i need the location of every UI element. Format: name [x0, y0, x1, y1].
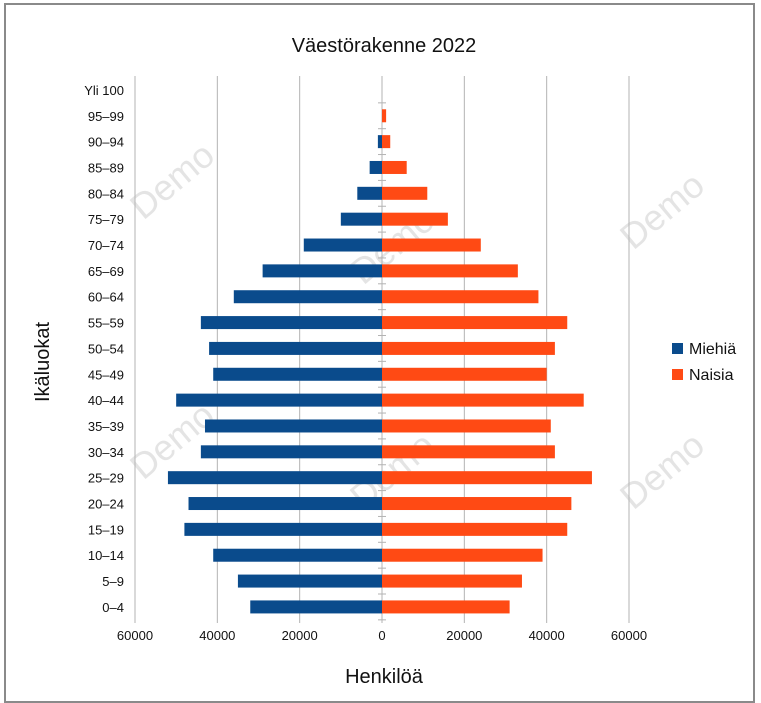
bar-miehia: [233, 290, 382, 304]
watermark-text: Demo: [612, 424, 712, 517]
bar-miehia: [340, 212, 382, 226]
bar-miehia: [184, 522, 382, 536]
bar-miehia: [188, 497, 382, 511]
bar-miehia: [200, 316, 382, 330]
x-tick-label: 60000: [611, 628, 647, 643]
bar-naisia: [382, 109, 387, 123]
y-tick-label: 35–39: [88, 419, 124, 434]
bar-miehia: [204, 419, 382, 433]
y-tick-label: 70–74: [88, 238, 124, 253]
y-tick-label: 20–24: [88, 497, 124, 512]
bar-naisia: [382, 393, 584, 407]
x-axis-title: Henkilöä: [345, 666, 424, 688]
bar-naisia: [382, 600, 510, 614]
bar-naisia: [382, 290, 539, 304]
bar-miehia: [209, 341, 382, 355]
bar-miehia: [357, 186, 382, 200]
x-tick-label: 20000: [446, 628, 482, 643]
chart-title: Väestörakenne 2022: [292, 35, 477, 57]
y-tick-label: 50–54: [88, 341, 124, 356]
y-axis-title: Ikäluokat: [32, 322, 54, 402]
bar-naisia: [382, 341, 555, 355]
bar-miehia: [213, 548, 382, 562]
y-tick-label: 90–94: [88, 135, 124, 150]
bar-naisia: [382, 212, 448, 226]
bar-naisia: [382, 419, 551, 433]
bar-miehia: [250, 600, 382, 614]
bar-naisia: [382, 445, 555, 459]
legend-swatch: [672, 343, 683, 354]
y-tick-label: Yli 100: [84, 83, 124, 98]
bar-naisia: [382, 316, 568, 330]
bar-naisia: [382, 367, 547, 381]
x-tick-label: 0: [378, 628, 385, 643]
bar-naisia: [382, 574, 522, 588]
y-tick-label: 15–19: [88, 522, 124, 537]
watermark-text: Demo: [612, 164, 712, 257]
y-tick-label: 65–69: [88, 264, 124, 279]
x-tick-label: 60000: [117, 628, 153, 643]
y-tick-label: 45–49: [88, 367, 124, 382]
y-tick-label: 75–79: [88, 212, 124, 227]
y-tick-label: 10–14: [88, 548, 124, 563]
bar-miehia: [377, 135, 382, 149]
bar-miehia: [369, 160, 382, 174]
legend: Miehiä Naisia: [672, 341, 736, 384]
watermark-text: Demo: [122, 134, 222, 227]
bar-naisia: [382, 471, 592, 485]
bars-group: [167, 109, 592, 614]
bar-miehia: [200, 445, 382, 459]
y-tick-label: 0–4: [102, 600, 124, 615]
bar-miehia: [262, 264, 382, 278]
y-tick-label: 55–59: [88, 316, 124, 331]
y-tick-label: 5–9: [102, 574, 124, 589]
y-tick-label: 25–29: [88, 471, 124, 486]
bar-miehia: [176, 393, 382, 407]
y-tick-label: 85–89: [88, 160, 124, 175]
x-tick-label: 40000: [529, 628, 565, 643]
x-tick-label: 40000: [199, 628, 235, 643]
y-tick-label: 95–99: [88, 109, 124, 124]
legend-label: Naisia: [689, 367, 734, 384]
y-tick-label: 60–64: [88, 290, 124, 305]
bar-naisia: [382, 186, 428, 200]
bar-naisia: [382, 238, 481, 252]
bar-naisia: [382, 264, 518, 278]
legend-label: Miehiä: [689, 341, 736, 358]
bar-miehia: [213, 367, 382, 381]
bar-naisia: [382, 522, 568, 536]
bar-naisia: [382, 497, 572, 511]
bar-miehia: [237, 574, 382, 588]
bar-miehia: [303, 238, 382, 252]
bar-naisia: [382, 160, 407, 174]
bar-miehia: [167, 471, 382, 485]
y-tick-label: 30–34: [88, 445, 124, 460]
bar-naisia: [382, 548, 543, 562]
legend-swatch: [672, 369, 683, 380]
bar-naisia: [382, 135, 391, 149]
x-tick-labels: 60000 40000 20000 0 20000 40000 60000: [117, 628, 647, 643]
y-tick-label: 40–44: [88, 393, 124, 408]
x-tick-label: 20000: [282, 628, 318, 643]
y-tick-labels: 0–4 5–9 10–14 15–19 20–24 25–29 30–34 35–39 40–4…: [84, 83, 124, 615]
y-tick-label: 80–84: [88, 186, 124, 201]
